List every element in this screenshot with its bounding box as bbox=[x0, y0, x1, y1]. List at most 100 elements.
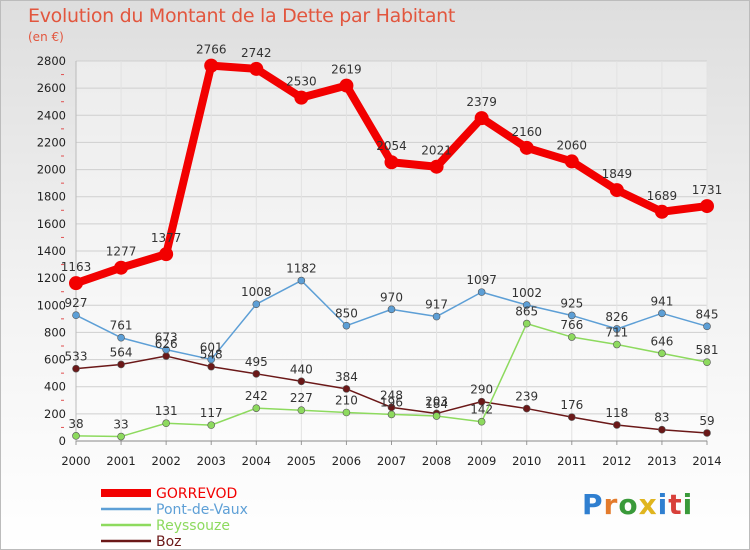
data-point-reyssouze bbox=[342, 408, 351, 417]
data-point-pont-de-vaux bbox=[252, 300, 261, 309]
data-label-gorrevod: 2742 bbox=[241, 46, 272, 60]
data-point-gorrevod bbox=[564, 154, 579, 169]
data-label-boz: 248 bbox=[380, 388, 403, 402]
x-tick-label: 2002 bbox=[152, 454, 181, 468]
data-point-gorrevod bbox=[384, 155, 399, 170]
data-point-pont-de-vaux bbox=[117, 333, 125, 342]
data-label-pont-de-vaux: 826 bbox=[605, 310, 628, 324]
x-tick-label: 2012 bbox=[602, 454, 631, 468]
y-tick-label: 1400 bbox=[37, 244, 66, 258]
data-label-boz: 626 bbox=[155, 337, 178, 351]
data-point-pont-de-vaux bbox=[72, 311, 80, 319]
data-label-reyssouze: 766 bbox=[560, 318, 583, 332]
data-point-reyssouze bbox=[432, 412, 441, 420]
y-tick-label: 800 bbox=[44, 325, 66, 339]
data-label-reyssouze: 131 bbox=[155, 404, 178, 418]
data-label-reyssouze: 33 bbox=[113, 418, 128, 432]
data-label-pont-de-vaux: 970 bbox=[380, 290, 403, 304]
data-label-gorrevod: 1849 bbox=[602, 167, 633, 181]
data-label-pont-de-vaux: 1008 bbox=[241, 285, 272, 299]
data-label-gorrevod: 2060 bbox=[557, 138, 588, 152]
data-label-reyssouze: 38 bbox=[68, 417, 83, 431]
data-label-boz: 564 bbox=[110, 345, 133, 359]
data-point-gorrevod bbox=[159, 247, 174, 262]
data-point-gorrevod bbox=[429, 159, 444, 174]
data-label-boz: 290 bbox=[470, 383, 493, 397]
data-label-reyssouze: 865 bbox=[515, 305, 538, 319]
chart-title: Evolution du Montant de la Dette par Hab… bbox=[28, 5, 456, 27]
data-label-gorrevod: 2021 bbox=[421, 144, 452, 158]
x-tick-label: 2001 bbox=[106, 454, 135, 468]
data-label-boz: 118 bbox=[605, 406, 628, 420]
data-point-pont-de-vaux bbox=[477, 288, 486, 296]
chart-unit: (en €) bbox=[28, 30, 64, 44]
data-label-pont-de-vaux: 925 bbox=[560, 296, 583, 310]
data-label-boz: 495 bbox=[245, 355, 268, 369]
data-point-reyssouze bbox=[522, 319, 531, 328]
data-label-pont-de-vaux: 673 bbox=[155, 331, 178, 345]
data-point-pont-de-vaux bbox=[567, 311, 576, 320]
data-label-reyssouze: 142 bbox=[470, 403, 493, 417]
data-label-boz: 176 bbox=[560, 398, 583, 412]
data-point-gorrevod bbox=[519, 140, 534, 155]
data-point-gorrevod bbox=[114, 260, 129, 275]
data-label-reyssouze: 117 bbox=[200, 406, 223, 420]
data-label-pont-de-vaux: 917 bbox=[425, 298, 448, 312]
data-label-pont-de-vaux: 845 bbox=[696, 307, 719, 321]
y-tick-label: 2200 bbox=[37, 135, 66, 149]
data-point-reyssouze bbox=[207, 421, 216, 429]
data-point-pont-de-vaux bbox=[207, 355, 216, 364]
legend-label-pont-de-vaux: Pont-de-Vaux bbox=[156, 502, 248, 518]
data-label-boz: 548 bbox=[200, 348, 223, 362]
y-tick-label: 2600 bbox=[37, 81, 66, 95]
data-label-boz: 83 bbox=[654, 411, 669, 425]
x-tick-label: 2011 bbox=[557, 454, 586, 468]
data-label-boz: 239 bbox=[515, 390, 538, 404]
data-point-pont-de-vaux bbox=[297, 276, 306, 285]
data-point-pont-de-vaux bbox=[658, 309, 666, 318]
y-tick-label: 2000 bbox=[37, 163, 66, 177]
data-label-reyssouze: 581 bbox=[696, 343, 719, 357]
data-label-pont-de-vaux: 761 bbox=[110, 319, 133, 333]
data-point-boz bbox=[207, 362, 216, 371]
data-point-boz bbox=[522, 404, 531, 413]
data-label-gorrevod: 1689 bbox=[647, 189, 678, 203]
data-point-boz bbox=[567, 413, 576, 421]
data-label-gorrevod: 2619 bbox=[331, 63, 362, 77]
data-point-gorrevod bbox=[609, 183, 624, 198]
data-point-pont-de-vaux bbox=[342, 321, 351, 330]
data-label-pont-de-vaux: 1182 bbox=[286, 262, 317, 276]
x-tick-label: 2014 bbox=[692, 454, 721, 468]
y-tick-label: 200 bbox=[44, 407, 66, 421]
data-label-gorrevod: 1163 bbox=[61, 260, 92, 274]
x-tick-label: 2003 bbox=[197, 454, 226, 468]
data-label-reyssouze: 646 bbox=[650, 334, 673, 348]
data-point-reyssouze bbox=[567, 333, 576, 341]
data-point-pont-de-vaux bbox=[522, 301, 531, 309]
data-point-reyssouze bbox=[117, 432, 125, 441]
legend-label-boz: Boz bbox=[156, 534, 182, 549]
data-label-boz: 533 bbox=[65, 350, 88, 364]
data-label-pont-de-vaux: 927 bbox=[65, 296, 88, 310]
data-point-gorrevod bbox=[249, 61, 264, 76]
data-point-boz bbox=[252, 370, 261, 378]
x-tick-label: 2000 bbox=[61, 454, 90, 468]
data-point-pont-de-vaux bbox=[162, 345, 170, 354]
data-label-boz: 203 bbox=[425, 394, 448, 408]
data-label-pont-de-vaux: 601 bbox=[200, 340, 223, 354]
data-point-boz bbox=[117, 360, 125, 369]
data-label-gorrevod: 2160 bbox=[511, 125, 542, 139]
legend-label-gorrevod: GORREVOD bbox=[156, 486, 237, 502]
data-point-reyssouze bbox=[252, 404, 261, 412]
data-label-boz: 59 bbox=[699, 414, 714, 428]
y-tick-label: 2800 bbox=[37, 54, 66, 68]
data-point-gorrevod bbox=[339, 78, 354, 93]
data-label-gorrevod: 1731 bbox=[692, 183, 723, 197]
data-label-reyssouze: 184 bbox=[425, 397, 448, 411]
y-tick-label: 1800 bbox=[37, 190, 66, 204]
data-point-reyssouze bbox=[72, 432, 80, 440]
data-label-reyssouze: 210 bbox=[335, 394, 358, 408]
y-tick-label: 1600 bbox=[37, 217, 66, 231]
